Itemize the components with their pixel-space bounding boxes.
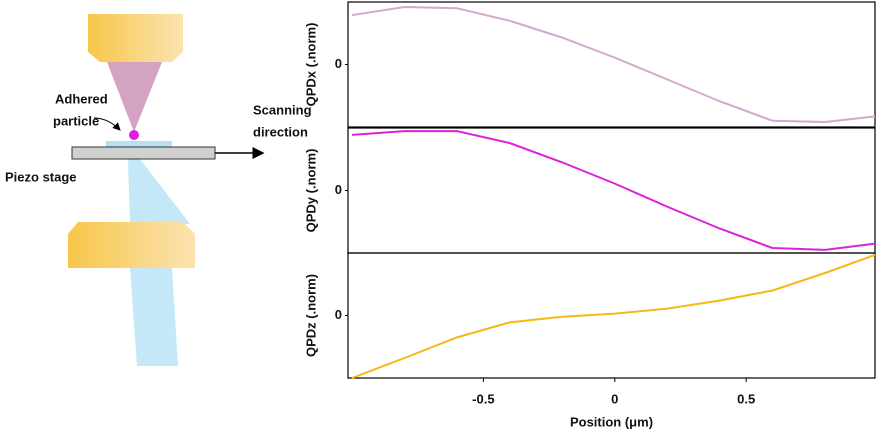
y-tick-label: 0 (335, 307, 342, 322)
stage-label: Piezo stage (5, 169, 77, 184)
y-axis-label: QPDz (.norm) (303, 274, 318, 357)
upper-objective (88, 14, 183, 62)
scan-label: direction (253, 124, 308, 139)
y-tick-label: 0 (335, 56, 342, 71)
x-tick-label: 0 (611, 391, 618, 406)
data-line (352, 131, 875, 250)
lower-objective (68, 222, 195, 268)
data-line (352, 7, 875, 122)
plot-frame (348, 2, 875, 127)
figure: Adhered particle Scanning direction Piez… (0, 0, 876, 438)
x-tick-label: 0.5 (737, 391, 755, 406)
piezo-stage (72, 147, 215, 159)
y-axis-label: QPDx (.norm) (303, 23, 318, 107)
plot-frame (348, 253, 875, 378)
x-tick-label: -0.5 (472, 391, 494, 406)
slide (106, 141, 172, 147)
plot-frame (348, 128, 875, 253)
data-line (352, 255, 875, 378)
y-tick-label: 0 (335, 182, 342, 197)
transmitted-beam (128, 159, 190, 224)
particle-label: particle (53, 113, 99, 128)
x-axis-label: Position (μm) (570, 414, 653, 429)
setup-diagram: Adhered particle Scanning direction Piez… (5, 14, 312, 366)
transmitted-beam-lower (130, 268, 178, 366)
particle-label: Adhered (55, 91, 108, 106)
laser-cone (107, 62, 162, 132)
y-axis-label: QPDy (.norm) (303, 149, 318, 233)
particle (129, 130, 139, 140)
